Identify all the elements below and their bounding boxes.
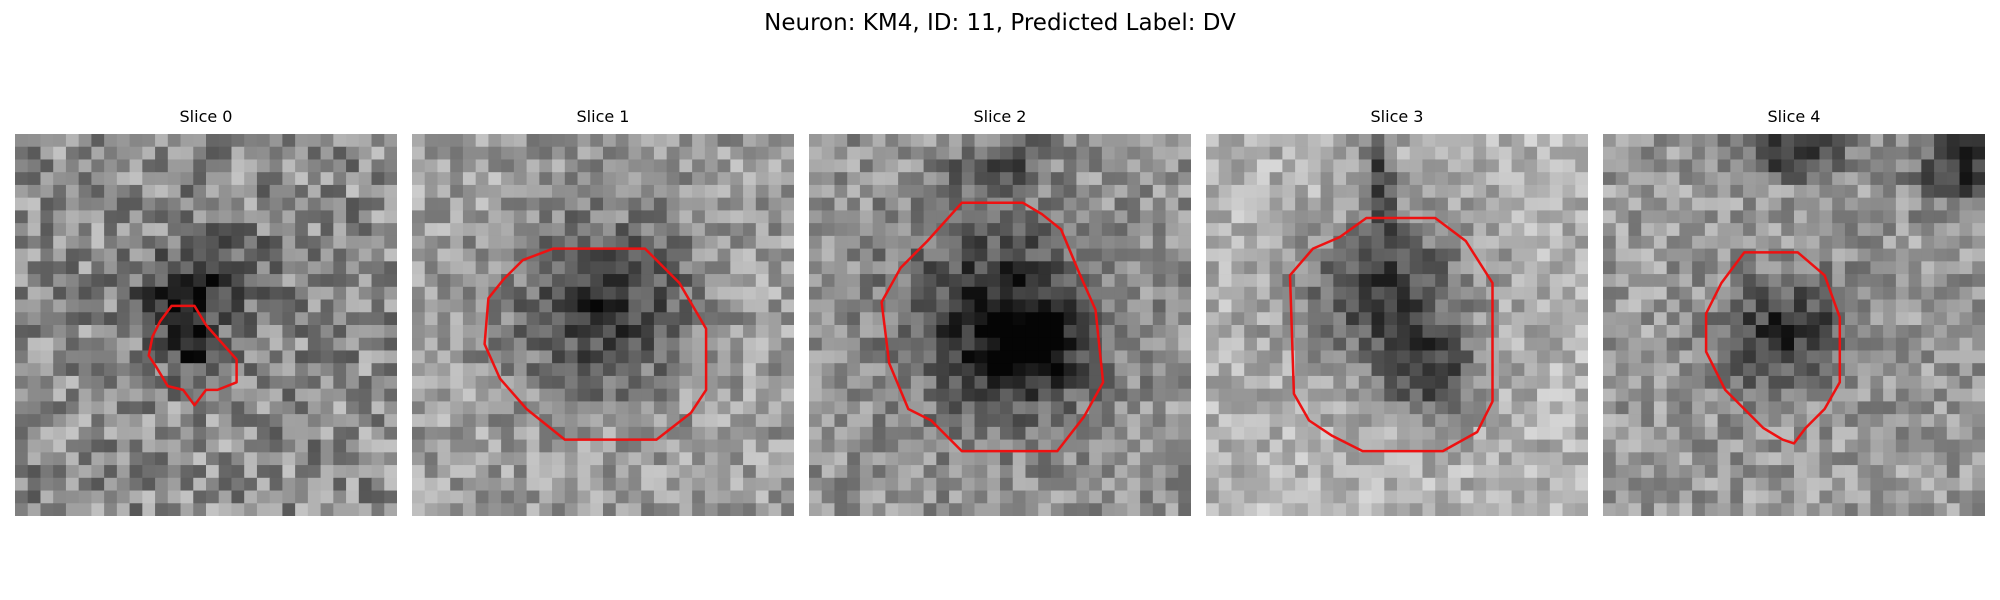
slice-panel-3: Slice 3 bbox=[1206, 107, 1588, 516]
segmentation-contour-3 bbox=[1288, 216, 1494, 453]
slice-panel-2: Slice 2 bbox=[809, 107, 1191, 516]
slice-panel-0: Slice 0 bbox=[15, 107, 397, 516]
slice-pixels-1 bbox=[412, 134, 794, 516]
segmentation-contour-1 bbox=[483, 247, 708, 441]
figure-title: Neuron: KM4, ID: 11, Predicted Label: DV bbox=[764, 10, 1236, 36]
slice-pixels-0 bbox=[15, 134, 397, 516]
slice-title-1: Slice 1 bbox=[576, 107, 630, 126]
slice-pixels-2 bbox=[809, 134, 1191, 516]
slice-image-1 bbox=[412, 134, 794, 516]
segmentation-contour-4 bbox=[1704, 251, 1842, 445]
slice-panel-1: Slice 1 bbox=[412, 107, 794, 516]
slice-image-3 bbox=[1206, 134, 1588, 516]
slice-title-4: Slice 4 bbox=[1767, 107, 1821, 126]
segmentation-contour-0 bbox=[147, 304, 238, 407]
slice-image-2 bbox=[809, 134, 1191, 516]
slice-title-0: Slice 0 bbox=[179, 107, 233, 126]
slice-title-3: Slice 3 bbox=[1370, 107, 1424, 126]
slice-panel-4: Slice 4 bbox=[1603, 107, 1985, 516]
slice-title-2: Slice 2 bbox=[973, 107, 1027, 126]
slice-pixels-4 bbox=[1603, 134, 1985, 516]
segmentation-contour-2 bbox=[880, 201, 1105, 453]
slice-image-0 bbox=[15, 134, 397, 516]
slice-image-4 bbox=[1603, 134, 1985, 516]
slice-pixels-3 bbox=[1206, 134, 1588, 516]
